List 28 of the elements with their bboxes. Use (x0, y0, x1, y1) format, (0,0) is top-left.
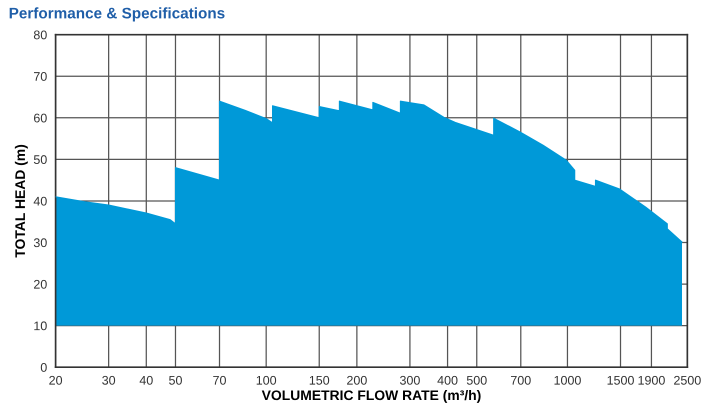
x-tick-label: 1500 (608, 376, 634, 385)
x-tick-label: 70 (213, 376, 226, 385)
y-tick-label: 40 (34, 196, 47, 206)
y-tick-label: 80 (34, 30, 47, 40)
x-tick-label: 500 (466, 376, 487, 385)
y-tick-label: 70 (34, 72, 47, 81)
y-tick-label: 30 (34, 238, 47, 248)
x-tick-label: 2500 (674, 376, 701, 385)
chart-title: Performance & Specifications (10, 7, 225, 22)
x-tick-label: 50 (169, 376, 182, 385)
y-tick-label: 0 (40, 363, 47, 372)
y-tick-label: 60 (34, 114, 47, 122)
x-tick-label: 700 (511, 376, 531, 385)
x-tick-label: 200 (347, 376, 367, 385)
x-tick-label: 300 (400, 376, 420, 385)
x-tick-label: 20 (49, 376, 62, 385)
y-tick-label: 50 (34, 155, 47, 164)
x-tick-label: 1000 (554, 376, 581, 385)
x-tick-label: 150 (310, 376, 330, 385)
x-tick-label: 40 (140, 376, 153, 385)
y-tick-label: 20 (34, 280, 47, 289)
y-axis-title: TOTAL HEAD (m) (14, 144, 28, 258)
x-tick-label: 100 (256, 376, 276, 385)
x-tick-label: 30 (102, 376, 116, 385)
x-axis-title: VOLUMETRIC FLOW RATE (m³/h) (262, 390, 481, 403)
x-tick-label: 400 (437, 376, 458, 385)
x-tick-label: 1900 (638, 376, 665, 385)
y-tick-label: 10 (34, 321, 47, 330)
